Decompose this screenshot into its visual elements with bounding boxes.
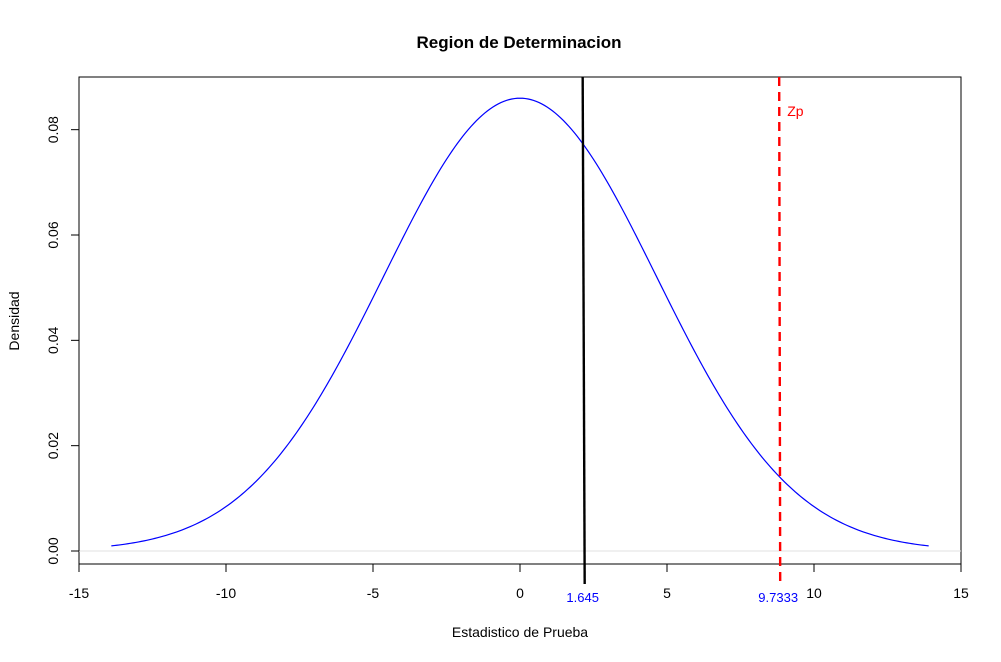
test-statistic-line xyxy=(777,76,782,585)
x-tick-label: 15 xyxy=(953,585,969,601)
plot-frame xyxy=(78,76,962,565)
x-axis-title: Estadistico de Prueba xyxy=(452,624,588,640)
y-tick-label: 0.00 xyxy=(45,537,61,564)
y-tick-label: 0.08 xyxy=(45,116,61,143)
critical-value-line xyxy=(581,76,586,585)
chart-title: Region de Determinacion xyxy=(417,33,622,52)
x-tick-label: 10 xyxy=(806,585,822,601)
zp-annotation: Zp xyxy=(787,103,804,119)
x-tick-label: 0 xyxy=(516,585,524,601)
y-tick-label: 0.02 xyxy=(45,432,61,459)
x-tick-label: -10 xyxy=(216,585,236,601)
x-tick-label: 5 xyxy=(663,585,671,601)
x-tick-label: -15 xyxy=(69,585,89,601)
y-axis: 0.00 0.02 0.04 0.06 0.08 xyxy=(45,116,80,565)
y-tick-label: 0.04 xyxy=(45,326,61,353)
x-axis: -15 -10 -5 0 5 10 15 xyxy=(69,563,969,601)
x-tick-label: -5 xyxy=(367,585,380,601)
y-axis-title: Densidad xyxy=(6,291,22,350)
critical-value-label: 1.645 xyxy=(566,590,599,605)
density-curve xyxy=(111,97,929,547)
test-statistic-label: 9.7333 xyxy=(758,590,798,605)
y-tick-label: 0.06 xyxy=(45,221,61,248)
